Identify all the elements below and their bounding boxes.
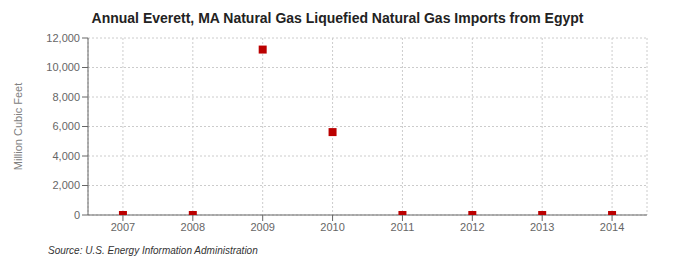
svg-text:0: 0 bbox=[74, 209, 80, 221]
html-text:Annual Everett, MA Natural Gas: Annual Everett, MA Natural Gas Liquefied… bbox=[91, 10, 584, 26]
html-text:Source: U.S. Energy Informatio: Source: U.S. Energy Information Administ… bbox=[48, 245, 258, 256]
svg-text:2013: 2013 bbox=[530, 221, 554, 233]
svg-text:Million Cubic Feet: Million Cubic Feet bbox=[12, 83, 24, 170]
svg-text:2008: 2008 bbox=[181, 221, 205, 233]
svg-text:12,000: 12,000 bbox=[46, 32, 80, 44]
svg-text:6,000: 6,000 bbox=[52, 120, 80, 132]
svg-text:2,000: 2,000 bbox=[52, 179, 80, 191]
svg-text:2009: 2009 bbox=[250, 221, 274, 233]
svg-text:8,000: 8,000 bbox=[52, 91, 80, 103]
svg-text:2007: 2007 bbox=[111, 221, 135, 233]
svg-text:2012: 2012 bbox=[460, 221, 484, 233]
svg-text:2011: 2011 bbox=[391, 221, 415, 233]
svg-text:2014: 2014 bbox=[600, 221, 624, 233]
svg-text:10,000: 10,000 bbox=[46, 61, 80, 73]
svg-text:2010: 2010 bbox=[320, 221, 344, 233]
svg-text:4,000: 4,000 bbox=[52, 150, 80, 162]
